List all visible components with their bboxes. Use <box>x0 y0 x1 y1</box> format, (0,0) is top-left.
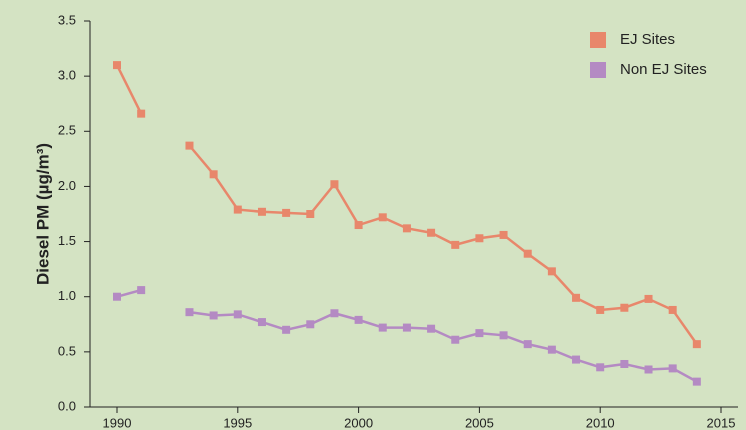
marker <box>499 331 508 340</box>
y-tick-label: 3.0 <box>58 68 76 83</box>
marker <box>185 141 194 150</box>
marker <box>378 323 387 332</box>
marker <box>547 345 556 354</box>
marker <box>282 208 291 217</box>
marker <box>209 170 218 179</box>
legend-swatch <box>590 32 606 48</box>
marker <box>185 308 194 317</box>
y-tick-label: 0.0 <box>58 398 76 413</box>
marker <box>233 310 242 319</box>
marker <box>692 377 701 386</box>
series-line <box>116 288 698 383</box>
marker <box>354 221 363 230</box>
marker <box>475 329 484 338</box>
legend-label: EJ Sites <box>620 31 675 48</box>
marker <box>113 292 121 301</box>
y-tick-label: 1.5 <box>58 233 76 248</box>
x-tick-label: 2005 <box>465 415 494 430</box>
marker <box>233 205 242 214</box>
y-tick-label: 0.5 <box>58 343 76 358</box>
marker <box>257 207 266 216</box>
marker <box>402 323 411 332</box>
y-axis-label: Diesel PM (µg/m³) <box>33 143 52 285</box>
marker <box>257 318 266 327</box>
y-tick-label: 2.0 <box>58 178 76 193</box>
marker <box>668 305 677 314</box>
y-tick-label: 1.0 <box>58 288 76 303</box>
marker <box>330 309 339 318</box>
marker <box>523 340 532 349</box>
marker <box>427 228 436 237</box>
marker <box>620 303 629 312</box>
marker <box>475 234 484 243</box>
marker <box>523 249 532 258</box>
legend-swatch <box>590 62 606 78</box>
marker <box>547 267 556 276</box>
marker <box>402 224 411 233</box>
marker <box>137 109 146 118</box>
x-tick-label: 2015 <box>707 415 736 430</box>
y-tick-label: 2.5 <box>58 123 76 138</box>
marker <box>137 286 146 295</box>
marker <box>668 364 677 373</box>
marker <box>330 180 339 189</box>
marker <box>644 365 653 374</box>
x-tick-label: 1995 <box>223 415 252 430</box>
marker <box>620 359 629 368</box>
marker <box>209 311 218 320</box>
marker <box>451 335 460 344</box>
marker <box>427 324 436 333</box>
marker <box>572 293 581 302</box>
marker <box>692 340 701 349</box>
marker <box>282 325 291 334</box>
marker <box>644 294 653 303</box>
marker <box>378 213 387 222</box>
marker <box>451 240 460 249</box>
marker <box>113 61 121 70</box>
x-tick-label: 2010 <box>586 415 615 430</box>
marker <box>306 210 315 218</box>
x-tick-label: 2000 <box>344 415 373 430</box>
marker <box>596 305 605 314</box>
series-line <box>115 64 698 345</box>
marker <box>354 315 363 324</box>
marker <box>499 230 508 239</box>
legend-label: Non EJ Sites <box>620 61 707 78</box>
marker <box>596 363 605 372</box>
marker <box>306 320 315 329</box>
marker <box>572 355 581 364</box>
y-tick-label: 3.5 <box>58 12 76 27</box>
x-tick-label: 1990 <box>103 415 132 430</box>
